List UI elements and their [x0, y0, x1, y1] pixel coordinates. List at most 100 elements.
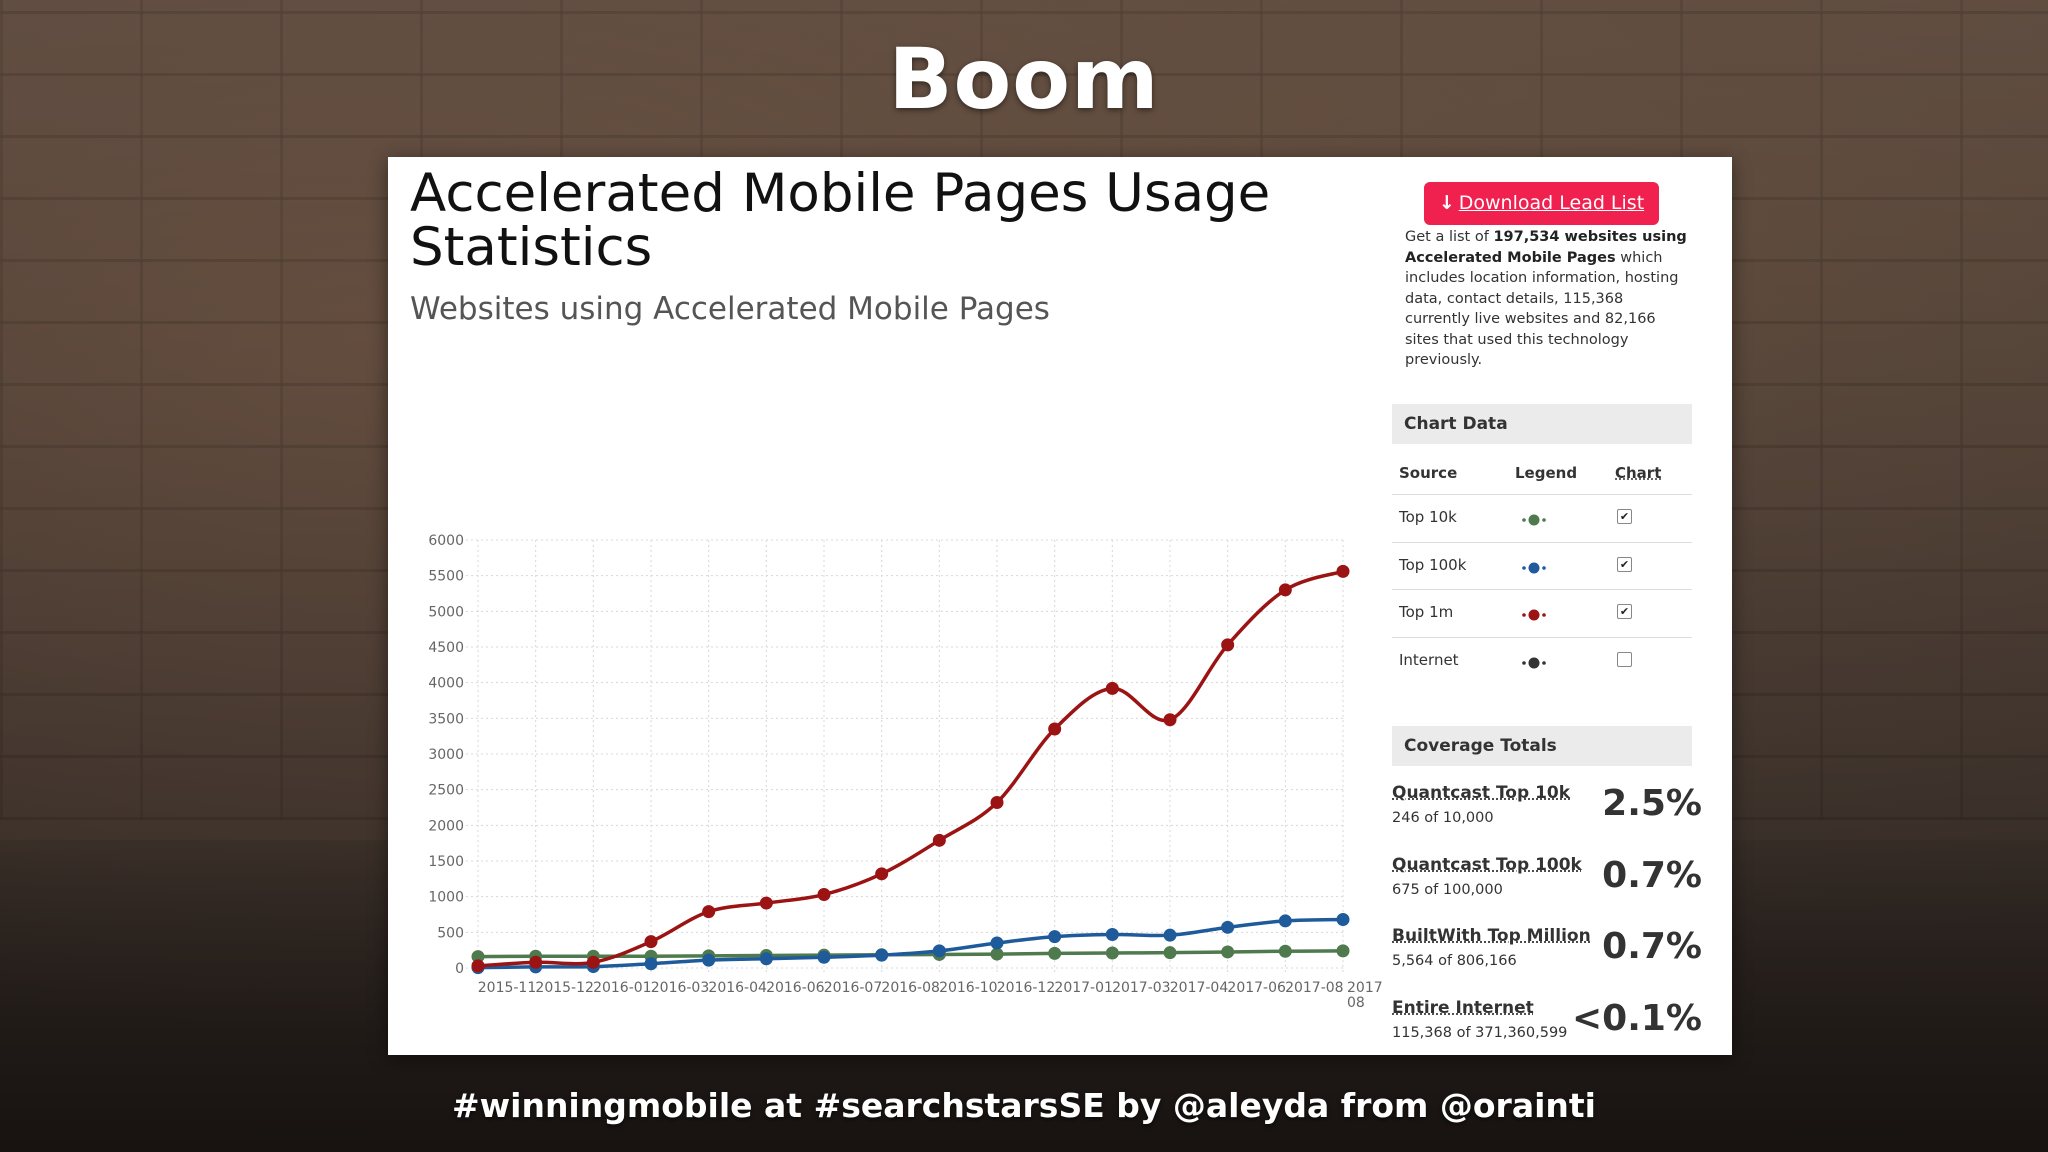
data-point	[1105, 946, 1119, 960]
data-point	[990, 947, 1004, 961]
data-point	[1163, 713, 1177, 727]
data-point	[1336, 944, 1350, 958]
y-tick-label: 5000	[428, 604, 464, 620]
coverage-link[interactable]: Quantcast Top 10k	[1392, 783, 1571, 803]
y-tick-label: 5500	[428, 569, 464, 585]
coverage-percent: 2.5%	[1602, 783, 1702, 824]
x-tick-label: 2016-04	[708, 980, 767, 996]
chart-toggle-checkbox[interactable]: ✔	[1617, 604, 1632, 619]
y-tick-label: 3500	[428, 711, 464, 727]
data-point	[990, 936, 1004, 950]
data-point	[1048, 722, 1062, 736]
coverage-count: 246 of 10,000	[1392, 810, 1494, 826]
data-point	[586, 955, 600, 969]
chart-data-row: Top 100k ✔	[1392, 541, 1692, 590]
data-point	[1105, 681, 1119, 695]
coverage-link[interactable]: Quantcast Top 100k	[1392, 854, 1582, 875]
chart-data-source: Internet	[1399, 650, 1459, 669]
slide-footer: #winningmobile at #searchstarsSE by @ale…	[452, 1086, 1596, 1125]
data-point	[1278, 583, 1292, 597]
x-tick-label: 2017-01	[1054, 980, 1113, 996]
coverage-percent: 0.7%	[1602, 854, 1702, 896]
series-line-top-1m	[477, 569, 1344, 968]
chart-toggle-checkbox[interactable]	[1617, 651, 1632, 667]
y-tick-label: 4500	[428, 640, 464, 656]
coverage-item: Entire Internet 115,368 of 371,360,599 <0.…	[1392, 998, 1702, 1068]
coverage-count: 675 of 100,000	[1392, 881, 1503, 898]
data-point	[817, 950, 831, 964]
chart-data-row: Top 1m ✔	[1392, 589, 1692, 637]
col-legend-header: Legend	[1515, 464, 1578, 482]
stats-card: Accelerated Mobile Pages Usage Statistic…	[388, 157, 1732, 1055]
download-arrow-icon: ↓	[1438, 192, 1455, 214]
x-tick-label: 2017-06	[1227, 980, 1286, 996]
data-point	[932, 944, 946, 958]
download-lead-list-button[interactable]: ↓ Download Lead List	[1424, 182, 1659, 225]
x-tick-label: 2015-11	[478, 980, 537, 996]
chart-toggle-checkbox[interactable]: ✔	[1617, 556, 1632, 572]
data-point	[471, 959, 485, 973]
y-tick-label: 1500	[428, 854, 464, 870]
data-point	[1221, 945, 1235, 959]
x-tick-label: 2016-08	[881, 980, 940, 996]
coverage-totals-title: Coverage Totals	[1392, 726, 1692, 766]
lead-desc-suffix: which includes location information, hos…	[1405, 249, 1679, 369]
coverage-link[interactable]: Entire Internet	[1392, 997, 1534, 1018]
chart-data-source: Top 1m	[1399, 603, 1454, 621]
y-tick-label: 500	[437, 925, 464, 941]
col-source-header: Source	[1399, 464, 1458, 482]
data-point	[759, 896, 773, 910]
y-tick-label: 0	[455, 961, 464, 977]
data-point	[1278, 914, 1292, 928]
data-point	[932, 833, 946, 847]
lead-description: Get a list of 197,534 websites using Acc…	[1405, 227, 1690, 371]
slide-title: Boom	[888, 30, 1160, 128]
chart-toggle-checkbox[interactable]: ✔	[1617, 509, 1632, 524]
y-tick-label: 2500	[428, 783, 464, 799]
data-point	[990, 796, 1004, 810]
data-point	[644, 935, 658, 949]
data-point	[702, 905, 716, 919]
data-point	[1221, 638, 1235, 652]
data-point	[875, 948, 889, 962]
data-point	[1336, 564, 1350, 578]
series-line-top-100k	[477, 917, 1344, 970]
data-point	[1221, 920, 1235, 934]
x-tick-label: 2017-03	[1112, 980, 1171, 996]
coverage-percent: <0.1%	[1571, 997, 1702, 1039]
page-title-line2: Statistics	[410, 217, 653, 278]
download-button-label: Download Lead List	[1458, 192, 1645, 214]
data-point	[1105, 927, 1119, 941]
coverage-item: Quantcast Top 10k 246 of 10,000 2.5%	[1392, 783, 1702, 853]
y-tick-label: 1000	[428, 890, 464, 906]
data-point	[1336, 912, 1350, 926]
legend-dot-icon	[1522, 609, 1546, 621]
col-chart-header[interactable]: Chart	[1615, 464, 1662, 482]
coverage-link[interactable]: BuiltWith Top Million	[1392, 926, 1591, 946]
data-point	[1048, 930, 1062, 944]
data-point	[1163, 928, 1177, 942]
chart-data-row: Internet	[1392, 636, 1692, 685]
x-tick-label: 2016-12	[997, 980, 1056, 996]
x-tick-label: 2017 08	[1347, 980, 1383, 1011]
data-point	[875, 867, 889, 881]
legend-dot-icon	[1522, 657, 1546, 668]
y-tick-label: 3000	[428, 747, 464, 763]
x-tick-label: 2015-12	[535, 980, 594, 996]
lead-desc-prefix: Get a list of	[1405, 229, 1494, 245]
chart-data-source: Top 100k	[1399, 555, 1467, 574]
chart-data-row: Top 10k ✔	[1392, 494, 1692, 542]
x-tick-label: 2016-10	[939, 980, 998, 996]
chart-subtitle: Websites using Accelerated Mobile Pages	[410, 291, 1050, 327]
page-title-line1: Accelerated Mobile Pages Usage	[410, 163, 1271, 224]
line-chart: 0 500 1000 1500 2000 2500 3000 3500 4000 4500 5000…	[428, 533, 1383, 1011]
chart-data-source: Top 10k	[1399, 508, 1457, 526]
data-point	[1048, 946, 1062, 960]
y-tick-label: 2000	[428, 818, 464, 834]
data-point	[702, 953, 716, 967]
x-tick-label: 2017-08	[1285, 980, 1344, 996]
data-point	[1278, 944, 1292, 958]
y-tick-label: 4000	[428, 676, 464, 692]
chart-data-panel-title: Chart Data	[1392, 404, 1692, 444]
legend-dot-icon	[1522, 514, 1546, 526]
